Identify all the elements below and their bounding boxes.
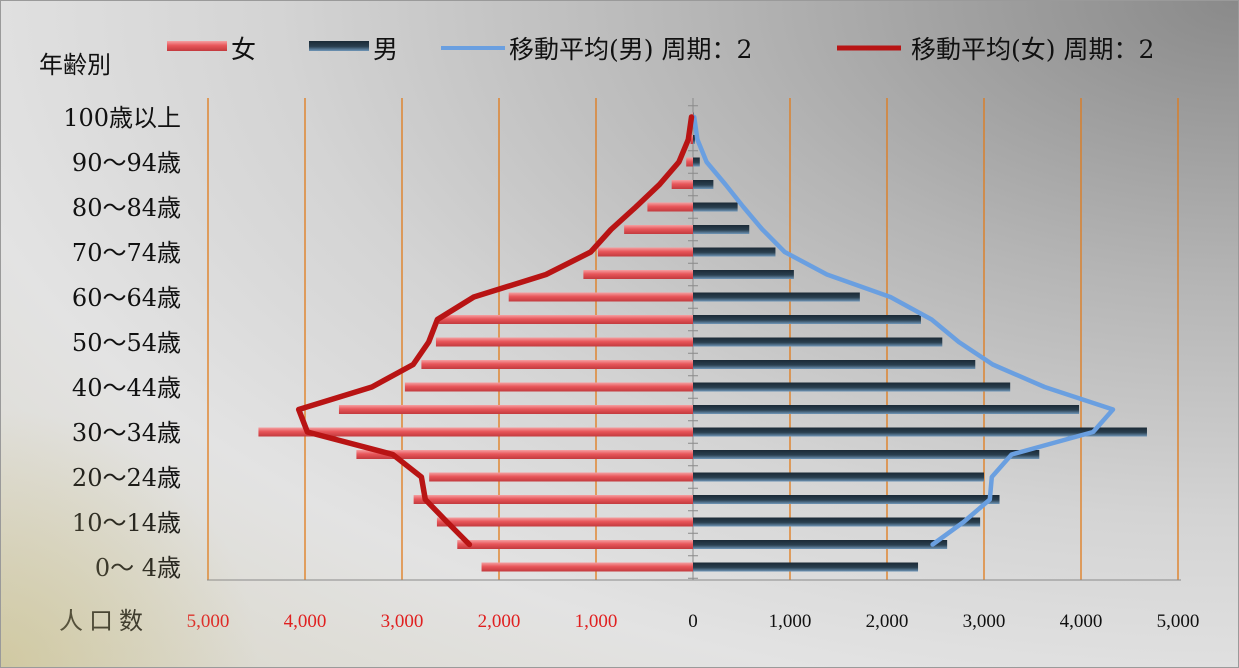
bar-male-8: 男 40～44歳: 3270: [693, 382, 1011, 392]
y-tick-label: 20～24歳: [72, 464, 181, 492]
y-axis-title: 年齢別: [39, 51, 111, 79]
legend-moving-average-female-label: 移動平均(女) 周期：2: [911, 35, 1154, 64]
bar-male-6: 男 30～34歳: 4680: [693, 427, 1147, 437]
bar-male-13: 男 65～69歳: 1040: [693, 270, 794, 279]
bar-male-17: 男 85～89歳: 210: [693, 180, 714, 189]
bar-female-10: 女 50～54歳: 2650: [435, 337, 693, 347]
y-tick-label: 100歳以上: [63, 104, 181, 132]
legend-moving-average-female: 移動平均(女) 周期：2: [837, 35, 1154, 64]
bar-female-12: 女 60～64歳: 1900: [508, 292, 693, 302]
bar-male-4: 男 20～24歳: 3000: [693, 472, 984, 482]
y-tick-label: 90～94歳: [72, 149, 181, 177]
x-tick-label: 3,000: [963, 611, 1006, 632]
bar-female-17: 女 85～89歳: 220: [671, 180, 693, 189]
x-tick-label: 1,000: [575, 611, 618, 632]
bar-female-11: 女 55～59歳: 2620: [438, 315, 693, 324]
y-tick-label: 70～74歳: [72, 239, 181, 267]
bar-female-1: 女 5～ 9歳: 2430: [457, 540, 693, 549]
y-tick-label: 50～54歳: [72, 329, 181, 357]
y-tick-label: 10～14歳: [72, 509, 181, 537]
x-tick-label: 0: [688, 611, 698, 632]
x-tick-label: 4,000: [284, 611, 327, 632]
legend-male-swatch: [309, 41, 369, 51]
legend-moving-average-male-label: 移動平均(男) 周期：2: [509, 35, 752, 64]
bar-female-9: 女 45～49歳: 2800: [421, 360, 693, 369]
bar-female-2: 女 10～14歳: 2640: [436, 517, 693, 527]
x-axis-title: 人口数: [59, 607, 149, 635]
legend-female-label: 女: [231, 35, 256, 64]
bar-female-18: 女 90～94歳: 70: [686, 157, 693, 167]
bar-male-2: 男 10～14歳: 2960: [693, 517, 981, 527]
bar-male-3: 男 15～19歳: 3160: [693, 495, 1000, 504]
x-tick-label: 4,000: [1060, 611, 1103, 632]
bar-male-12: 男 60～64歳: 1720: [693, 292, 860, 302]
y-tick-label: 0～ 4歳: [95, 554, 181, 582]
bar-male-9: 男 45～49歳: 2910: [693, 360, 976, 369]
bar-male-10: 男 50～54歳: 2570: [693, 337, 943, 347]
bar-female-0: 女 0～ 4歳: 2180: [481, 562, 693, 572]
bar-male-14: 男 70～74歳: 850: [693, 247, 776, 257]
bar-male-11: 男 55～59歳: 2350: [693, 315, 921, 324]
legend-male: 男: [309, 35, 398, 64]
y-tick-label: 40～44歳: [72, 374, 181, 402]
y-tick-label: 30～34歳: [72, 419, 181, 447]
bar-female-5: 女 25～29歳: 3470: [356, 450, 693, 459]
bar-female-16: 女 80～84歳: 470: [647, 202, 693, 212]
bar-male-0: 男 0～ 4歳: 2320: [693, 562, 919, 572]
bar-male-1: 男 5～ 9歳: 2620: [693, 540, 948, 549]
x-tick-label: 2,000: [866, 611, 909, 632]
bar-female-8: 女 40～44歳: 2970: [404, 382, 693, 392]
bar-female-3: 女 15～19歳: 2880: [413, 495, 693, 504]
legend-female-swatch: [167, 41, 227, 51]
y-tick-label: 80～84歳: [72, 194, 181, 222]
moving-average-female-line: [295, 114, 695, 548]
bar-male-18: 男 90～94歳: 70: [693, 157, 700, 167]
bar-male-15: 男 75～79歳: 580: [693, 225, 750, 234]
bar-female-7: 女 35～39歳: 3650: [338, 405, 693, 414]
y-tick-label: 60～64歳: [72, 284, 181, 312]
bar-female-19: 女 95～99歳: 25: [690, 135, 693, 144]
bar-male-7: 男 35～39歳: 3980: [693, 405, 1080, 414]
moving-average-male-line: [691, 114, 1116, 547]
legend-female: 女: [167, 35, 256, 64]
bar-female-13: 女 65～69歳: 1130: [583, 270, 693, 279]
legend-male-label: 男: [373, 35, 398, 64]
x-tick-label: 3,000: [381, 611, 424, 632]
bar-male-16: 男 80～84歳: 460: [693, 202, 738, 212]
x-tick-label: 5,000: [1157, 611, 1200, 632]
x-tick-label: 2,000: [478, 611, 521, 632]
bar-male-5: 男 25～29歳: 3570: [693, 450, 1040, 459]
x-tick-label: 5,000: [187, 611, 230, 632]
bar-female-15: 女 75～79歳: 710: [624, 225, 693, 234]
bar-female-6: 女 30～34歳: 4480: [258, 427, 693, 437]
bar-female-14: 女 70～74歳: 980: [597, 247, 693, 257]
bar-male-19: 男 95～99歳: 20: [693, 135, 695, 144]
legend-moving-average-male: 移動平均(男) 周期：2: [441, 35, 752, 64]
bar-female-4: 女 20～24歳: 2720: [429, 472, 693, 482]
x-tick-label: 1,000: [769, 611, 812, 632]
